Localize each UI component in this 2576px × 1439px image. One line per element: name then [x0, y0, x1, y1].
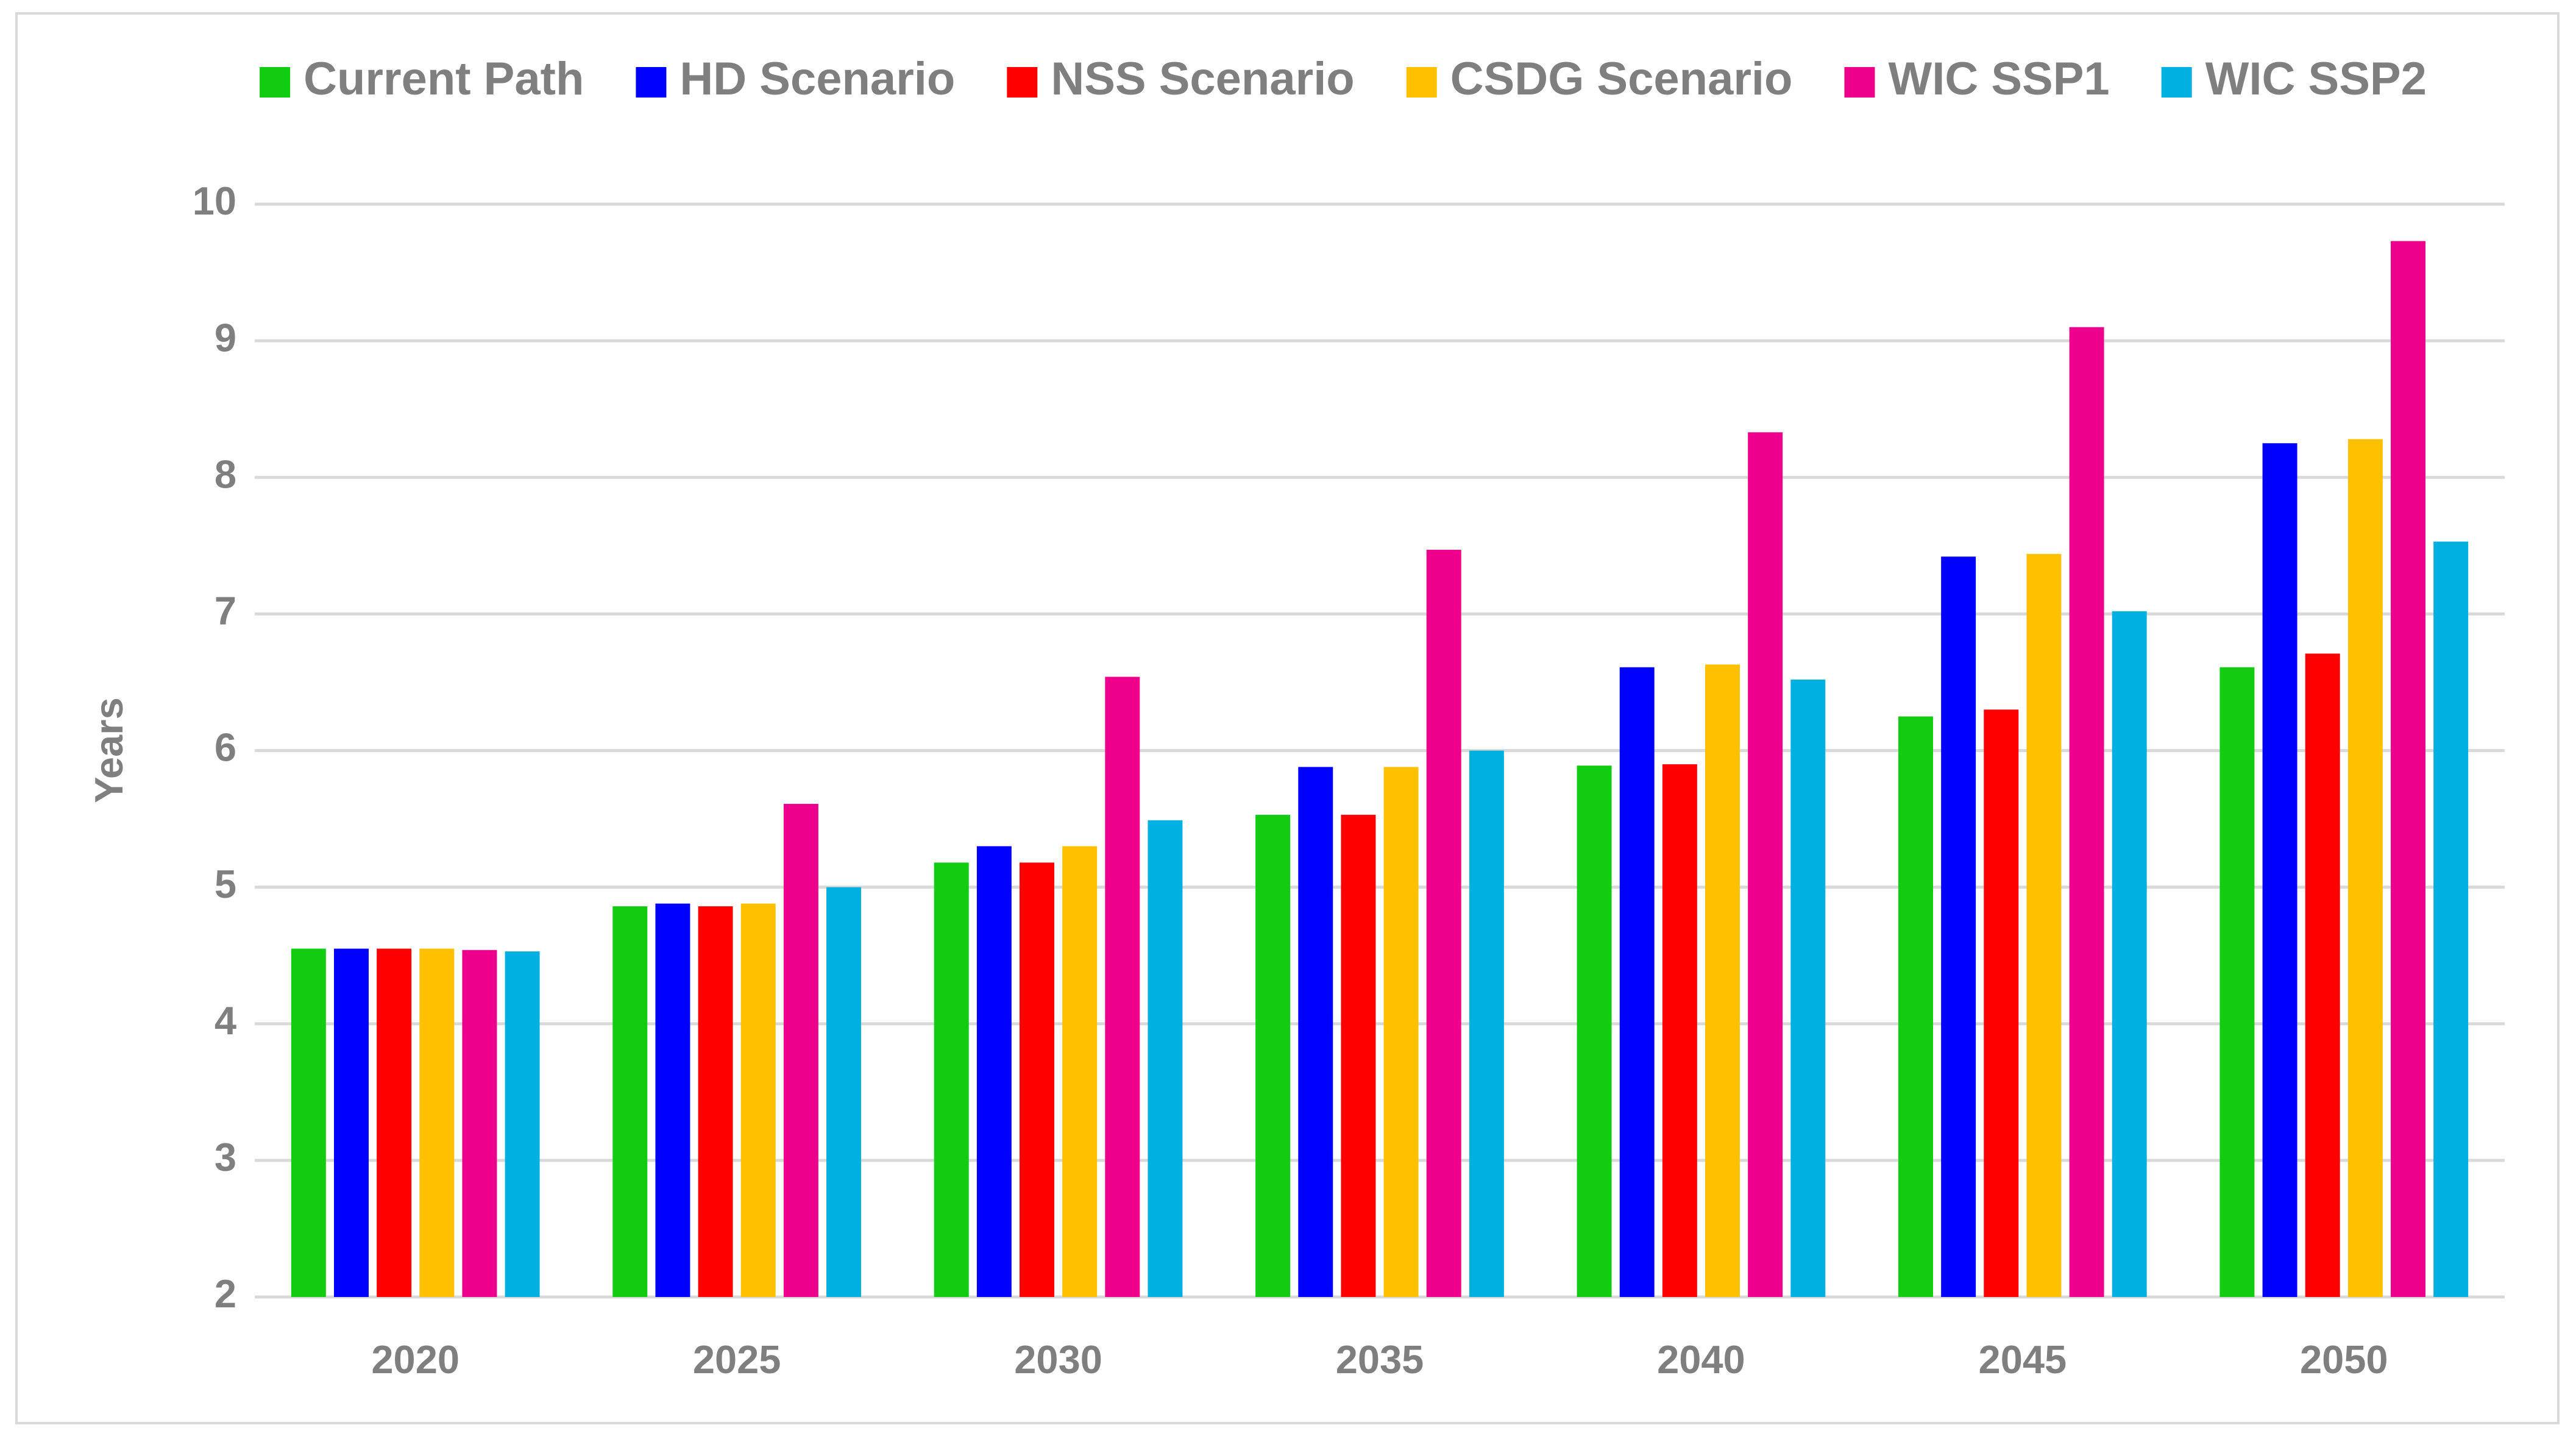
bar [1941, 556, 1976, 1298]
bar [1748, 432, 1783, 1297]
bar [1790, 679, 1826, 1297]
legend-swatch [260, 67, 291, 98]
bar [2219, 667, 2255, 1297]
bar [826, 887, 861, 1297]
bar [2262, 443, 2297, 1297]
bar [1426, 550, 1461, 1297]
x-tick-label: 2025 [693, 1337, 781, 1382]
bar [1662, 764, 1697, 1297]
x-tick-label: 2045 [1979, 1337, 2067, 1382]
bar [1105, 677, 1140, 1297]
bar [655, 903, 690, 1297]
bar [1020, 862, 1054, 1297]
bar [1984, 709, 2019, 1297]
y-tick-label: 3 [215, 1135, 236, 1179]
bar [698, 906, 733, 1297]
bar [612, 906, 648, 1297]
bar [1298, 767, 1333, 1297]
y-tick-label: 4 [215, 998, 236, 1043]
bar [1577, 766, 1612, 1297]
bar [2347, 439, 2383, 1297]
legend-label: HD Scenario [679, 53, 955, 105]
bar [1148, 820, 1183, 1297]
legend-label: Current Path [303, 53, 584, 105]
legend-label: WIC SSP1 [1888, 53, 2109, 105]
bar [2305, 653, 2340, 1297]
bar [1619, 667, 1655, 1297]
bar [1469, 750, 1504, 1297]
bar [934, 862, 969, 1297]
bar [505, 951, 540, 1297]
bar [1898, 716, 1933, 1297]
legend-label: CSDG Scenario [1450, 53, 1793, 105]
legend-label: WIC SSP2 [2205, 53, 2427, 105]
bar [1705, 664, 1740, 1297]
bar [291, 948, 326, 1297]
bar [976, 846, 1012, 1297]
legend-label: NSS Scenario [1051, 53, 1354, 105]
x-tick-label: 2020 [371, 1337, 459, 1382]
bar [783, 803, 818, 1297]
legend-swatch [2161, 67, 2192, 98]
y-tick-label: 2 [215, 1271, 236, 1316]
bar [1383, 767, 1419, 1297]
y-tick-label: 10 [193, 179, 236, 223]
y-axis-label: Years [87, 697, 131, 803]
y-tick-label: 7 [215, 589, 236, 633]
legend-swatch [1844, 67, 1875, 98]
legend-swatch [1007, 67, 1038, 98]
x-tick-label: 2050 [2300, 1337, 2388, 1382]
bar [1341, 814, 1376, 1297]
bar [2026, 553, 2062, 1297]
bar [462, 950, 497, 1297]
bar [377, 948, 412, 1297]
y-tick-label: 6 [215, 725, 236, 770]
bar [419, 948, 455, 1297]
bar [1062, 846, 1098, 1297]
x-tick-label: 2040 [1657, 1337, 1745, 1382]
bar [740, 903, 776, 1297]
y-tick-label: 5 [215, 862, 236, 906]
bar [334, 948, 369, 1297]
y-tick-label: 9 [215, 315, 236, 360]
bar [2433, 541, 2469, 1297]
chart-border [15, 12, 2560, 1424]
bar [2112, 611, 2147, 1297]
x-tick-label: 2035 [1336, 1337, 1424, 1382]
legend-swatch [636, 67, 667, 98]
x-tick-label: 2030 [1014, 1337, 1102, 1382]
bar [2391, 241, 2425, 1297]
y-tick-label: 8 [215, 452, 236, 496]
bar [1255, 814, 1291, 1297]
legend-swatch [1406, 67, 1437, 98]
bar [2069, 327, 2104, 1297]
